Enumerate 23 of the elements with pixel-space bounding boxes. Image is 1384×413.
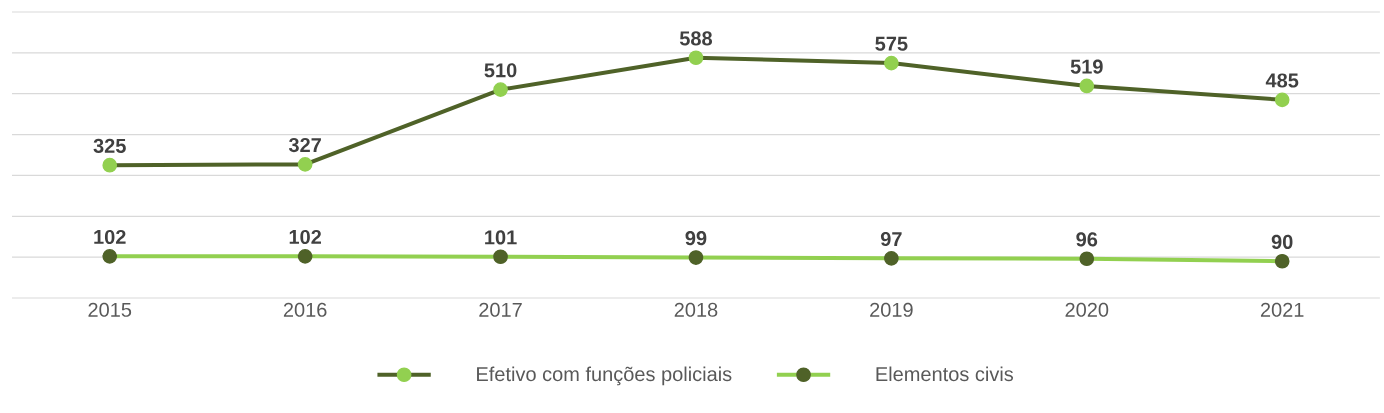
data-label: 575 xyxy=(875,36,908,51)
data-label: 101 xyxy=(485,230,517,245)
x-tick-label: 2015 xyxy=(88,302,132,317)
data-label: 90 xyxy=(1271,234,1293,249)
x-tick-label: 2017 xyxy=(479,302,522,317)
data-label: 510 xyxy=(484,63,517,78)
x-tick-label: 2021 xyxy=(1260,302,1304,317)
x-tick-label: 2018 xyxy=(674,302,718,317)
x-tick-label: 2019 xyxy=(870,302,913,317)
data-label: 485 xyxy=(1265,73,1299,88)
data-label: 588 xyxy=(679,31,713,46)
data-label: 97 xyxy=(880,231,902,247)
data-label: 325 xyxy=(93,138,126,153)
x-tick-label: 2020 xyxy=(1065,302,1109,317)
data-label: 102 xyxy=(94,229,126,245)
data-label: 102 xyxy=(289,229,321,245)
data-label: 519 xyxy=(1070,59,1103,74)
legend-label: Efetivo com funções policiais xyxy=(477,366,732,386)
data-label: 96 xyxy=(1076,232,1098,247)
data-label: 99 xyxy=(685,231,707,246)
x-tick-label: 2016 xyxy=(283,302,327,317)
data-label: 327 xyxy=(288,137,321,153)
legend-label: Elementos civis xyxy=(876,366,1014,382)
